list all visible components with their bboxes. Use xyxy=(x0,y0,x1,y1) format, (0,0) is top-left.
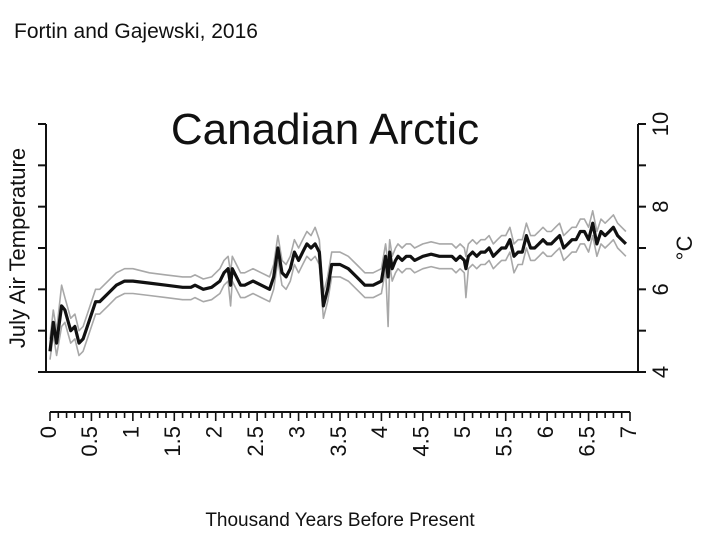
right-y-tick-label: 10 xyxy=(648,112,673,136)
upper-confidence-line xyxy=(49,210,627,339)
x-tick-label: 6.5 xyxy=(574,426,599,457)
x-axis-ticks: 0 0.5 1 1.5 2 2.5 3 3.5 4 4.5 5 5.5 6 6.5 7 xyxy=(36,412,641,457)
x-tick-label: 1.5 xyxy=(160,426,185,457)
right-y-ticks: 4 6 8 10 xyxy=(638,112,673,378)
x-tick-label: 5 xyxy=(450,426,475,438)
x-tick-label: 4.5 xyxy=(409,426,434,457)
lower-confidence-line xyxy=(49,234,627,360)
x-tick-label: 0 xyxy=(36,426,61,438)
x-tick-label: 7 xyxy=(616,426,641,438)
right-y-tick-label: 6 xyxy=(648,283,673,295)
x-axis-label: Thousand Years Before Present xyxy=(205,510,475,531)
x-tick-label: 5.5 xyxy=(492,426,517,457)
right-y-tick-label: 8 xyxy=(648,201,673,213)
x-tick-label: 1 xyxy=(119,426,144,438)
x-tick-label: 6 xyxy=(533,426,558,438)
left-y-ticks xyxy=(38,123,46,373)
mean-temperature-line xyxy=(48,221,628,352)
x-tick-label: 2 xyxy=(202,426,227,438)
series-layer xyxy=(48,210,628,360)
chart-title: Canadian Arctic xyxy=(171,105,479,154)
right-y-tick-label: 4 xyxy=(648,366,673,378)
source-citation: Fortin and Gajewski, 2016 xyxy=(14,20,258,43)
y-axis-label-right: °C xyxy=(672,236,697,261)
x-tick-label: 2.5 xyxy=(243,426,268,457)
x-tick-label: 0.5 xyxy=(77,426,102,457)
x-tick-label: 3 xyxy=(284,426,309,438)
x-tick-label: 4 xyxy=(367,426,392,438)
x-tick-label: 3.5 xyxy=(326,426,351,457)
y-axis-label-left: July Air Temperature xyxy=(5,148,30,348)
